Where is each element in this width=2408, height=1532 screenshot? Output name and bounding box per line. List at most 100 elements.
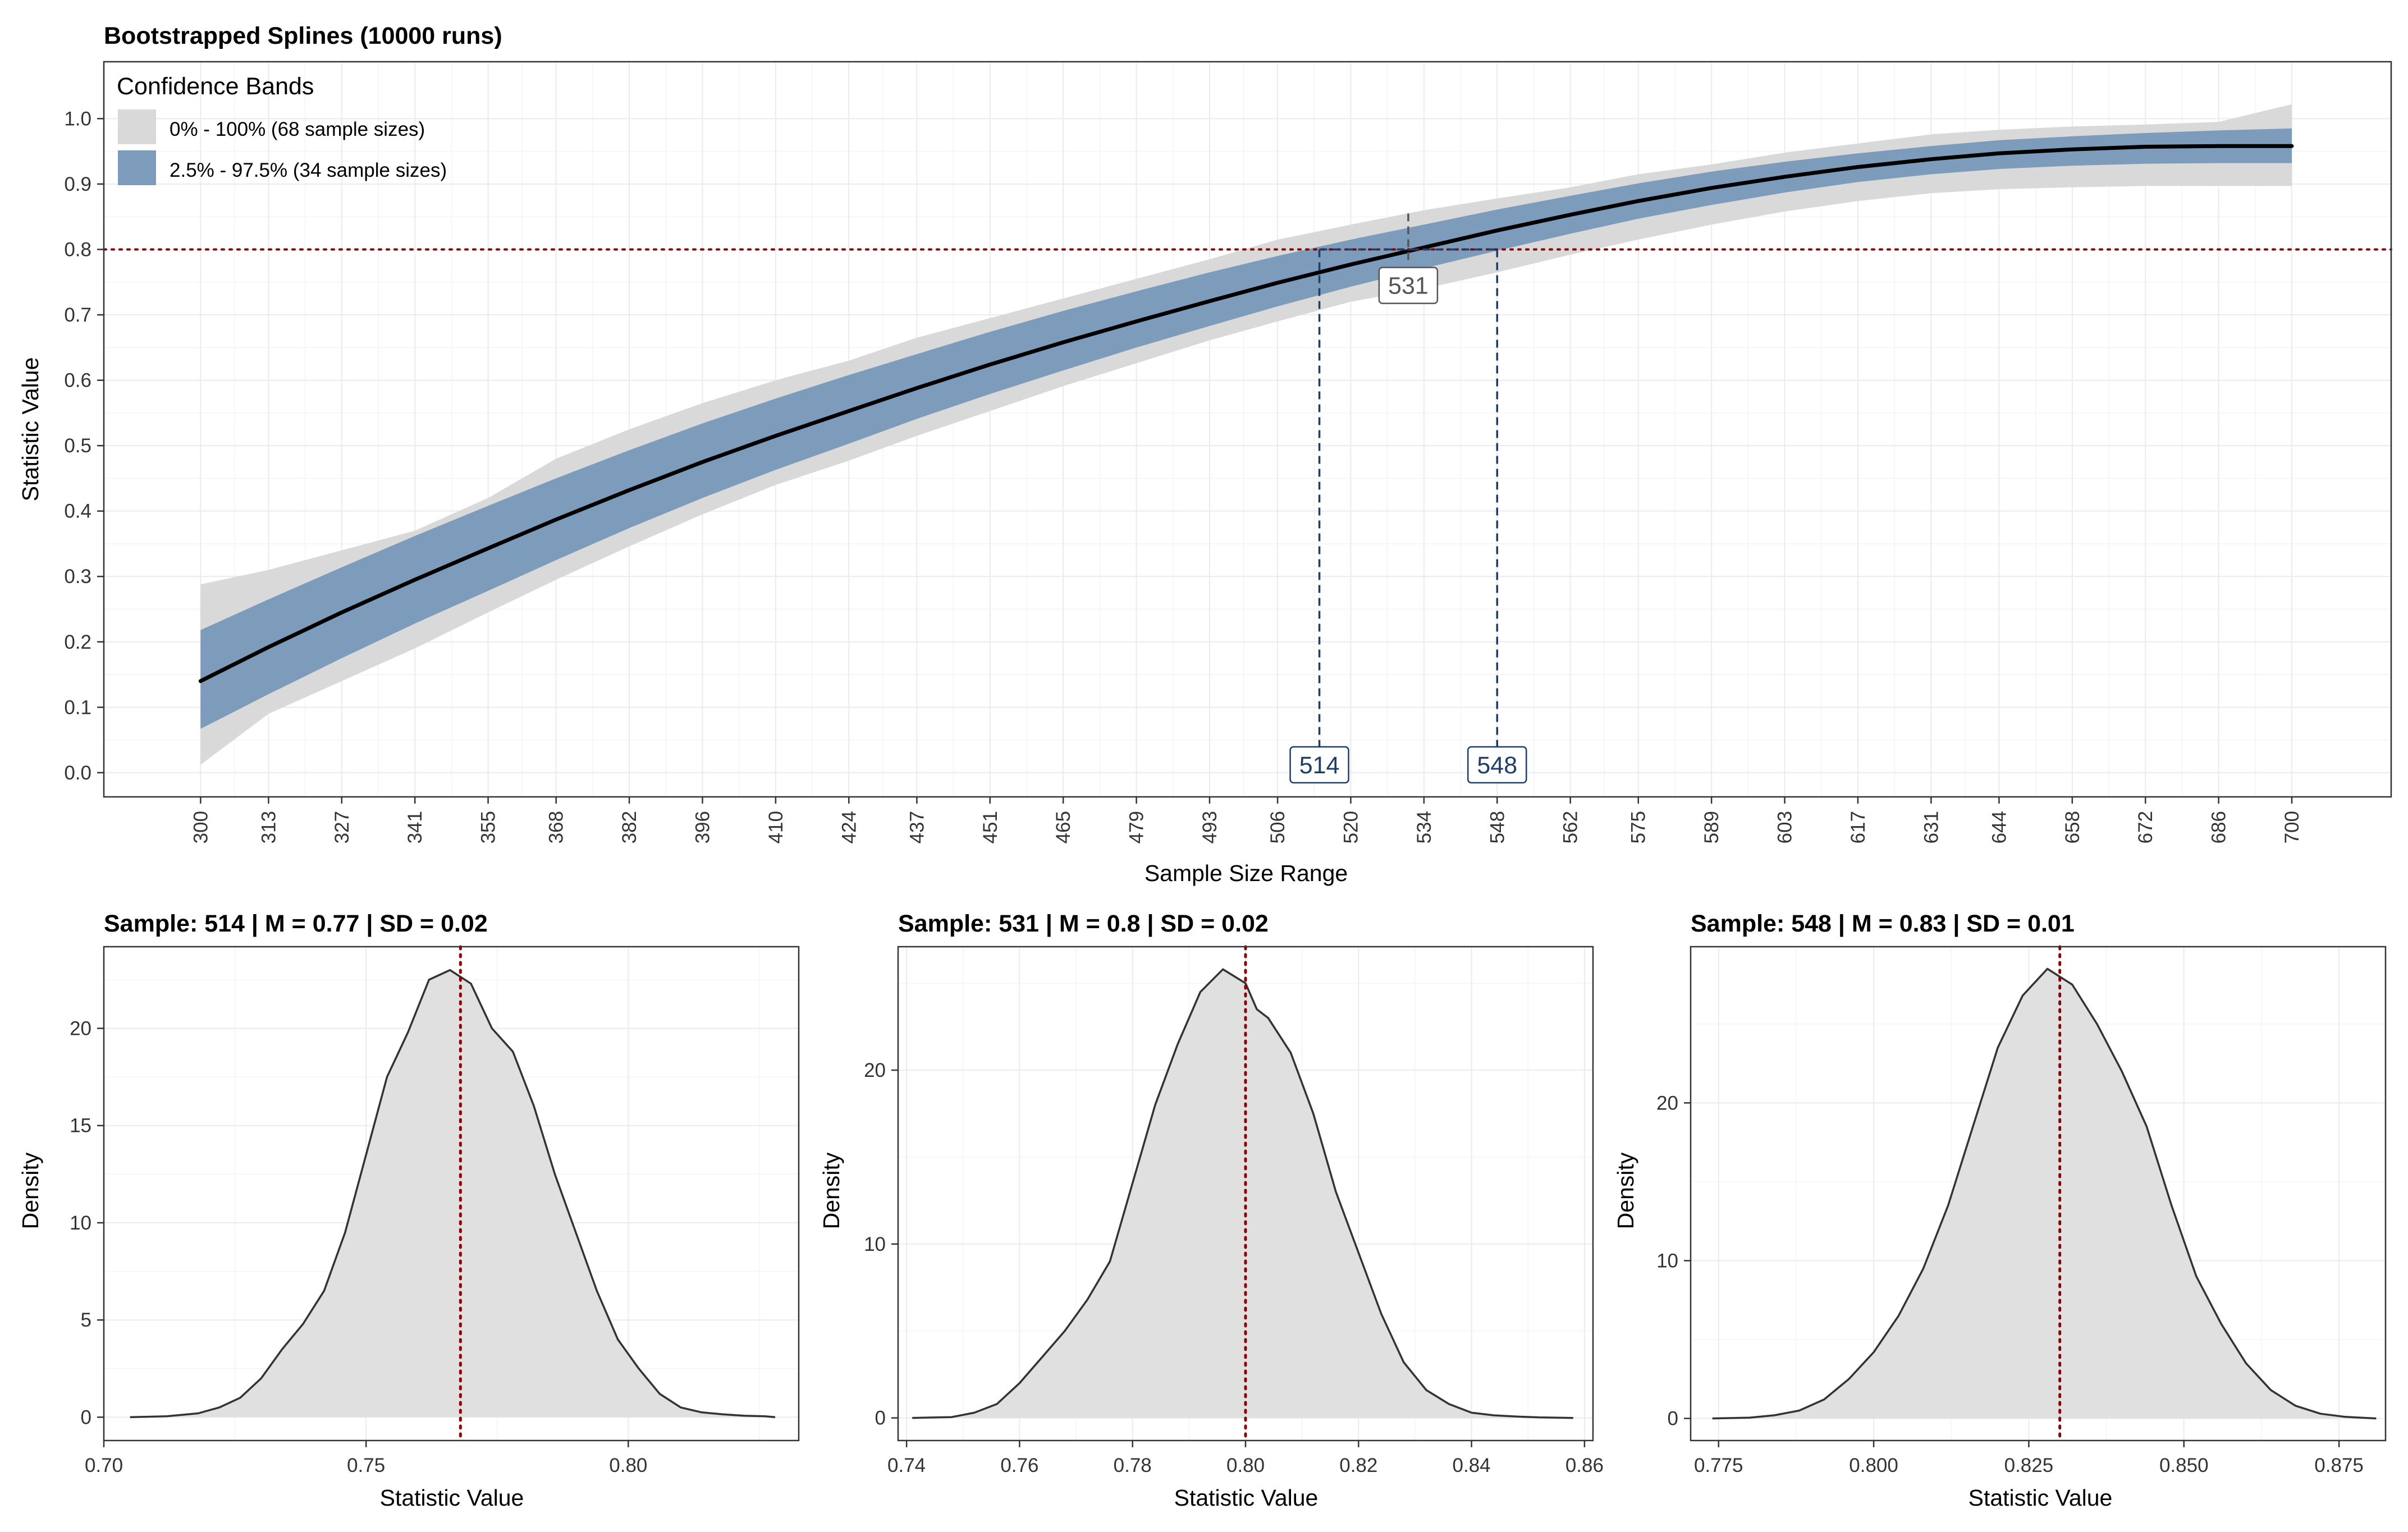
density-x-tick-label: 0.76 (1000, 1455, 1038, 1476)
x-tick-label: 589 (1701, 811, 1723, 843)
x-tick-label: 437 (906, 811, 928, 843)
x-tick-label: 534 (1413, 811, 1435, 843)
x-tick-label: 313 (258, 811, 280, 843)
density-y-tick-label: 5 (81, 1309, 91, 1331)
main-reference-layer (103, 213, 2392, 747)
legend: Confidence Bands 0% - 100% (68 sample si… (117, 73, 447, 185)
main-plot-border (103, 61, 2392, 798)
band-0-100 (200, 104, 2292, 765)
marker-514-label: 514 (1299, 752, 1340, 779)
density-x-tick-label: 0.825 (2004, 1455, 2054, 1476)
x-tick-label: 644 (1988, 811, 2010, 843)
x-tick-label: 631 (1920, 811, 1942, 843)
density-panel-514: Sample: 514 | M = 0.77 | SD = 0.02 0.70 0… (17, 910, 800, 1511)
density-area (912, 969, 1573, 1418)
density-y-tick-label: 10 (70, 1212, 91, 1234)
density-area (130, 970, 776, 1418)
marker-531-label: 531 (1388, 273, 1429, 300)
x-tick-label: 327 (331, 811, 353, 843)
density-514-title: Sample: 514 | M = 0.77 | SD = 0.02 (104, 910, 488, 937)
density-x-tick-label: 0.80 (609, 1455, 647, 1476)
density-531-title: Sample: 531 | M = 0.8 | SD = 0.02 (898, 910, 1269, 937)
y-tick-label: 0.5 (64, 435, 91, 457)
x-tick-label: 562 (1560, 811, 1582, 843)
marker-531-label-box (1378, 267, 1439, 304)
median-spline-line (198, 144, 2294, 684)
y-tick-label: 1.0 (64, 108, 91, 130)
density-531-x-axis-label: Statistic Value (1174, 1485, 1319, 1511)
main-y-axis: 0.0 0.1 0.2 0.3 0.4 0.5 0.6 0.7 0.8 0.9 1.0 (64, 108, 104, 784)
main-bands (200, 104, 2292, 765)
density-y-tick-label: 0 (81, 1406, 91, 1428)
density-curve (1712, 967, 2377, 1420)
x-tick-label: 479 (1126, 811, 1148, 843)
x-tick-label: 355 (478, 811, 500, 843)
y-tick-label: 0.0 (64, 762, 91, 784)
legend-label-inner: 2.5% - 97.5% (34 sample sizes) (170, 159, 447, 181)
x-tick-label: 368 (546, 811, 567, 843)
y-tick-label: 0.6 (64, 370, 91, 392)
marker-548-label-box (1467, 746, 1527, 784)
density-panel-border (1690, 946, 2387, 1442)
x-tick-label: 451 (979, 811, 1001, 843)
x-tick-label: 424 (838, 811, 860, 843)
x-tick-label: 341 (404, 811, 426, 843)
x-tick-label: 506 (1267, 811, 1289, 843)
density-y-tick-label: 15 (70, 1115, 91, 1137)
marker-514-label-box (1289, 746, 1349, 784)
density-y-tick-label: 20 (70, 1018, 91, 1040)
density-548-title: Sample: 548 | M = 0.83 | SD = 0.01 (1691, 910, 2075, 937)
x-tick-label: 686 (2208, 811, 2230, 843)
main-chart: Bootstrapped Splines (10000 runs) 514 531… (17, 22, 2392, 886)
main-y-axis-label: Statistic Value (17, 357, 43, 502)
legend-title: Confidence Bands (117, 73, 314, 100)
density-area (1712, 969, 2377, 1419)
main-x-axis: 300 313 327 341 355 368 382 396 410 424 437 451 465 4… (190, 797, 2303, 843)
main-x-axis-label: Sample Size Range (1145, 860, 1348, 886)
density-x-tick-label: 0.82 (1339, 1455, 1377, 1476)
x-tick-label: 658 (2062, 811, 2084, 843)
density-x-tick-label: 0.80 (1226, 1455, 1265, 1476)
y-tick-label: 0.4 (64, 501, 91, 522)
density-x-tick-label: 0.78 (1114, 1455, 1152, 1476)
y-tick-label: 0.1 (64, 696, 91, 718)
x-tick-label: 520 (1340, 811, 1362, 843)
x-tick-label: 465 (1052, 811, 1074, 843)
x-tick-label: 700 (2281, 811, 2303, 843)
y-tick-label: 0.8 (64, 238, 91, 260)
density-531-plot: 0.74 0.76 0.78 0.80 0.82 0.84 0.86 0 10 20 (864, 945, 1604, 1476)
density-x-tick-label: 0.875 (2314, 1455, 2364, 1476)
y-tick-label: 0.9 (64, 173, 91, 195)
density-x-tick-label: 0.86 (1565, 1455, 1604, 1476)
x-tick-label: 493 (1199, 811, 1221, 843)
density-y-tick-label: 10 (1656, 1250, 1678, 1272)
density-panel-531: Sample: 531 | M = 0.8 | SD = 0.02 0.74 0.… (818, 910, 1604, 1511)
density-y-tick-label: 20 (1656, 1092, 1678, 1114)
main-line-layer: 514 531 548 (198, 144, 2294, 784)
density-y-tick-label: 10 (864, 1233, 886, 1255)
x-tick-label: 672 (2135, 811, 2157, 843)
legend-label-outer: 0% - 100% (68 sample sizes) (170, 118, 425, 140)
density-y-tick-label: 20 (864, 1059, 886, 1081)
density-x-tick-label: 0.75 (347, 1455, 385, 1476)
x-tick-label: 575 (1628, 811, 1650, 843)
density-curve (130, 969, 776, 1419)
density-x-tick-label: 0.70 (85, 1455, 123, 1476)
y-tick-label: 0.3 (64, 566, 91, 588)
density-514-x-axis-label: Statistic Value (380, 1485, 524, 1511)
density-x-tick-label: 0.850 (2159, 1455, 2209, 1476)
density-y-tick-label: 0 (875, 1407, 886, 1429)
density-panel-border (103, 946, 800, 1442)
density-x-tick-label: 0.74 (887, 1455, 926, 1476)
density-x-tick-label: 0.84 (1453, 1455, 1491, 1476)
density-531-y-axis-label: Density (818, 1152, 844, 1229)
legend-swatch-outer (118, 109, 156, 144)
density-x-tick-label: 0.775 (1694, 1455, 1743, 1476)
density-x-tick-label: 0.800 (1849, 1455, 1898, 1476)
x-tick-label: 617 (1847, 811, 1869, 843)
density-y-tick-label: 0 (1668, 1408, 1678, 1430)
legend-swatch-inner (118, 150, 156, 185)
density-548-x-axis-label: Statistic Value (1968, 1485, 2113, 1511)
x-tick-label: 548 (1486, 811, 1508, 843)
